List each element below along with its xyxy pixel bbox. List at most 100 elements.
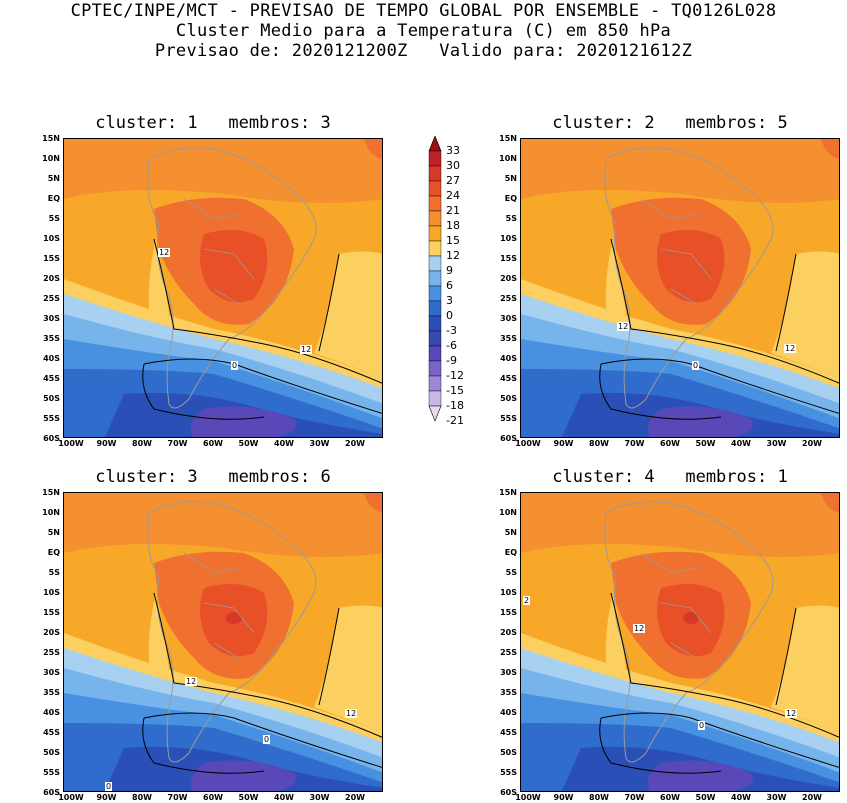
lat-tick-label: 15S [500, 608, 517, 617]
lat-tick-label: 15N [499, 488, 517, 497]
lat-tick-label: 5S [505, 214, 517, 223]
colorbar-segment [428, 150, 442, 167]
lon-tick-label: 80W [132, 793, 152, 802]
lat-tick-label: 50S [500, 748, 517, 757]
colorbar-label: -3 [446, 324, 457, 337]
colorbar-bottom-arrow [428, 405, 442, 422]
forecast-dates: Previsao de: 2020121200Z Valido para: 20… [154, 41, 693, 61]
subtitle: Cluster Medio para a Temperatura (C) em … [175, 21, 672, 41]
lat-tick-label: 60S [43, 788, 60, 797]
temperature-map [63, 138, 383, 438]
lat-tick-label: 10S [500, 234, 517, 243]
lat-tick-label: 50S [43, 748, 60, 757]
lat-tick-label: 10N [42, 508, 60, 517]
lat-tick-label: 5S [48, 568, 60, 577]
lat-tick-label: 50S [500, 394, 517, 403]
lat-tick-label: 5N [504, 174, 517, 183]
lat-tick-label: 5S [48, 214, 60, 223]
lat-tick-label: 5S [505, 568, 517, 577]
colorbar-label: 15 [446, 234, 460, 247]
lon-tick-label: 50W [695, 793, 716, 802]
lon-tick-label: 80W [589, 439, 609, 448]
colorbar-segment [428, 270, 442, 287]
lon-tick-label: 40W [274, 793, 294, 802]
colorbar-label: -21 [446, 414, 464, 427]
colorbar-label: 12 [446, 249, 460, 262]
lon-tick-label: 90W [96, 793, 117, 802]
lat-tick-label: 20S [43, 628, 60, 637]
lat-tick-label: 15N [42, 134, 60, 143]
lon-tick-label: 50W [695, 439, 716, 448]
panel-title: cluster: 1 membros: 3 [95, 113, 331, 133]
lat-tick-label: 5N [47, 174, 60, 183]
panel-title: cluster: 4 membros: 1 [552, 467, 788, 487]
colorbar-segment [428, 180, 442, 197]
lat-tick-label: 40S [500, 354, 517, 363]
temperature-map [520, 492, 840, 792]
lat-tick-label: EQ [504, 194, 517, 203]
lon-tick-label: 30W [766, 439, 787, 448]
lat-tick-label: 55S [43, 414, 60, 423]
lon-tick-label: 60W [660, 793, 680, 802]
lat-tick-label: 10S [43, 234, 60, 243]
lon-tick-label: 20W [345, 793, 365, 802]
contour-label: 12 [785, 709, 798, 718]
lat-tick-label: 45S [500, 374, 517, 383]
lon-tick-label: 80W [132, 439, 152, 448]
lat-tick-label: 60S [43, 434, 60, 443]
lat-tick-label: 25S [500, 294, 517, 303]
colorbar-segment [428, 330, 442, 347]
lat-tick-label: 25S [43, 648, 60, 657]
lat-tick-label: 35S [43, 334, 60, 343]
lon-tick-label: 70W [167, 439, 188, 448]
map-graphic [64, 493, 382, 791]
lat-tick-label: 55S [500, 414, 517, 423]
lat-tick-label: 60S [500, 434, 517, 443]
lon-tick-label: 50W [238, 793, 259, 802]
lat-tick-label: 20S [500, 274, 517, 283]
contour-label: 12 [633, 624, 646, 633]
lat-tick-label: 25S [43, 294, 60, 303]
lat-tick-label: 10N [42, 154, 60, 163]
lat-tick-label: 20S [43, 274, 60, 283]
lat-tick-label: 30S [500, 314, 517, 323]
lon-tick-label: 40W [731, 793, 751, 802]
lat-tick-label: 10S [43, 588, 60, 597]
colorbar-segment [428, 255, 442, 272]
colorbar-label: 24 [446, 189, 460, 202]
lon-tick-label: 90W [553, 439, 574, 448]
colorbar-label: 0 [446, 309, 453, 322]
lon-tick-label: 60W [203, 793, 223, 802]
lat-tick-label: 15N [499, 134, 517, 143]
lat-tick-label: 60S [500, 788, 517, 797]
panel-title: cluster: 3 membros: 6 [95, 467, 331, 487]
colorbar-label: 18 [446, 219, 460, 232]
lon-tick-label: 90W [96, 439, 117, 448]
lon-tick-label: 40W [274, 439, 294, 448]
colorbar-segment [428, 165, 442, 182]
lat-tick-label: 15S [43, 608, 60, 617]
map-graphic [521, 139, 839, 437]
contour-label: 0 [698, 721, 706, 730]
lat-tick-label: 40S [500, 708, 517, 717]
panel-title: cluster: 2 membros: 5 [552, 113, 788, 133]
lon-tick-label: 30W [309, 439, 330, 448]
contour-label: 0 [692, 361, 700, 370]
colorbar-segment [428, 210, 442, 227]
lat-tick-label: 15N [42, 488, 60, 497]
colorbar-label: 6 [446, 279, 453, 292]
colorbar-label: -18 [446, 399, 464, 412]
contour-label: 0 [263, 735, 271, 744]
lat-tick-label: 55S [500, 768, 517, 777]
colorbar-segment [428, 300, 442, 317]
lat-tick-label: 10N [499, 508, 517, 517]
lon-tick-label: 50W [238, 439, 259, 448]
colorbar-label: -12 [446, 369, 464, 382]
lat-tick-label: 30S [43, 314, 60, 323]
colorbar-graphic [428, 135, 442, 422]
lon-tick-label: 30W [766, 793, 787, 802]
contour-label: 12 [185, 677, 198, 686]
lon-tick-label: 90W [553, 793, 574, 802]
lon-tick-label: 20W [802, 793, 822, 802]
lat-tick-label: 30S [43, 668, 60, 677]
